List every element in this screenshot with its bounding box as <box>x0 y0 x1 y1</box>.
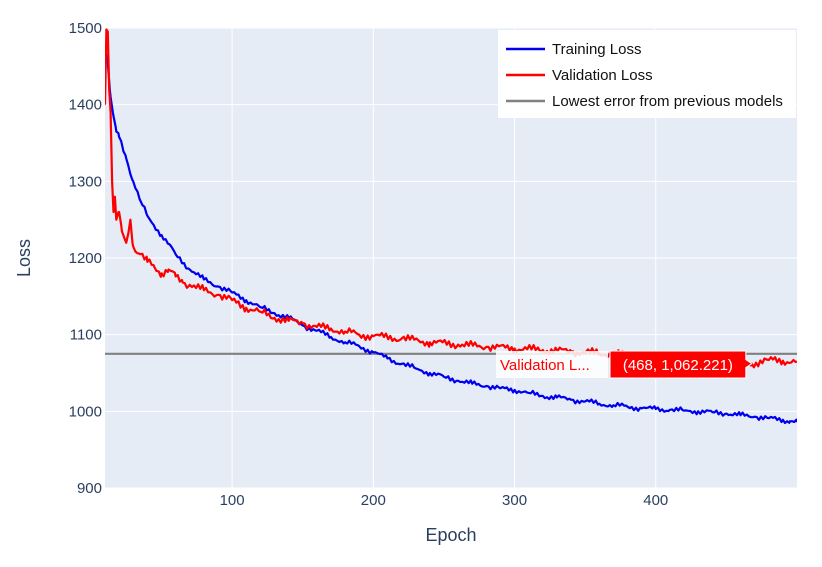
y-axis-title: Loss <box>14 239 34 277</box>
y-tick-label: 1300 <box>69 173 102 190</box>
hover-value-label: (468, 1,062.221) <box>623 357 733 374</box>
hover-series-box <box>496 351 608 378</box>
y-tick-label: 1400 <box>69 97 102 114</box>
legend[interactable]: Training Loss Validation Loss Lowest error… <box>498 30 796 118</box>
legend-box <box>498 30 796 118</box>
y-tick-label: 1200 <box>69 250 102 267</box>
gridlines <box>105 27 797 489</box>
x-tick-label: 100 <box>220 492 245 509</box>
hover-value-box <box>609 350 753 379</box>
hover-tooltip: (468, 1,062.221) Validation L... <box>496 350 753 379</box>
legend-item-label[interactable]: Training Loss <box>552 41 642 58</box>
y-tick-label: 900 <box>77 480 102 497</box>
x-tick-labels: 100 200 300 400 <box>220 492 669 509</box>
y-tick-label: 1500 <box>69 20 102 37</box>
hover-series-label: Validation L... <box>500 357 590 374</box>
series-line <box>105 44 797 425</box>
x-tick-label: 400 <box>643 492 668 509</box>
x-tick-label: 300 <box>502 492 527 509</box>
y-tick-labels: 900 1000 1100 1200 1300 1400 1500 <box>69 20 102 497</box>
y-tick-label: 1100 <box>70 327 102 344</box>
legend-item-label[interactable]: Lowest error from previous models <box>552 93 783 110</box>
y-tick-label: 1000 <box>69 403 102 420</box>
x-tick-label: 200 <box>361 492 386 509</box>
legend-item-label[interactable]: Validation Loss <box>552 67 653 84</box>
x-axis-title: Epoch <box>425 525 476 545</box>
